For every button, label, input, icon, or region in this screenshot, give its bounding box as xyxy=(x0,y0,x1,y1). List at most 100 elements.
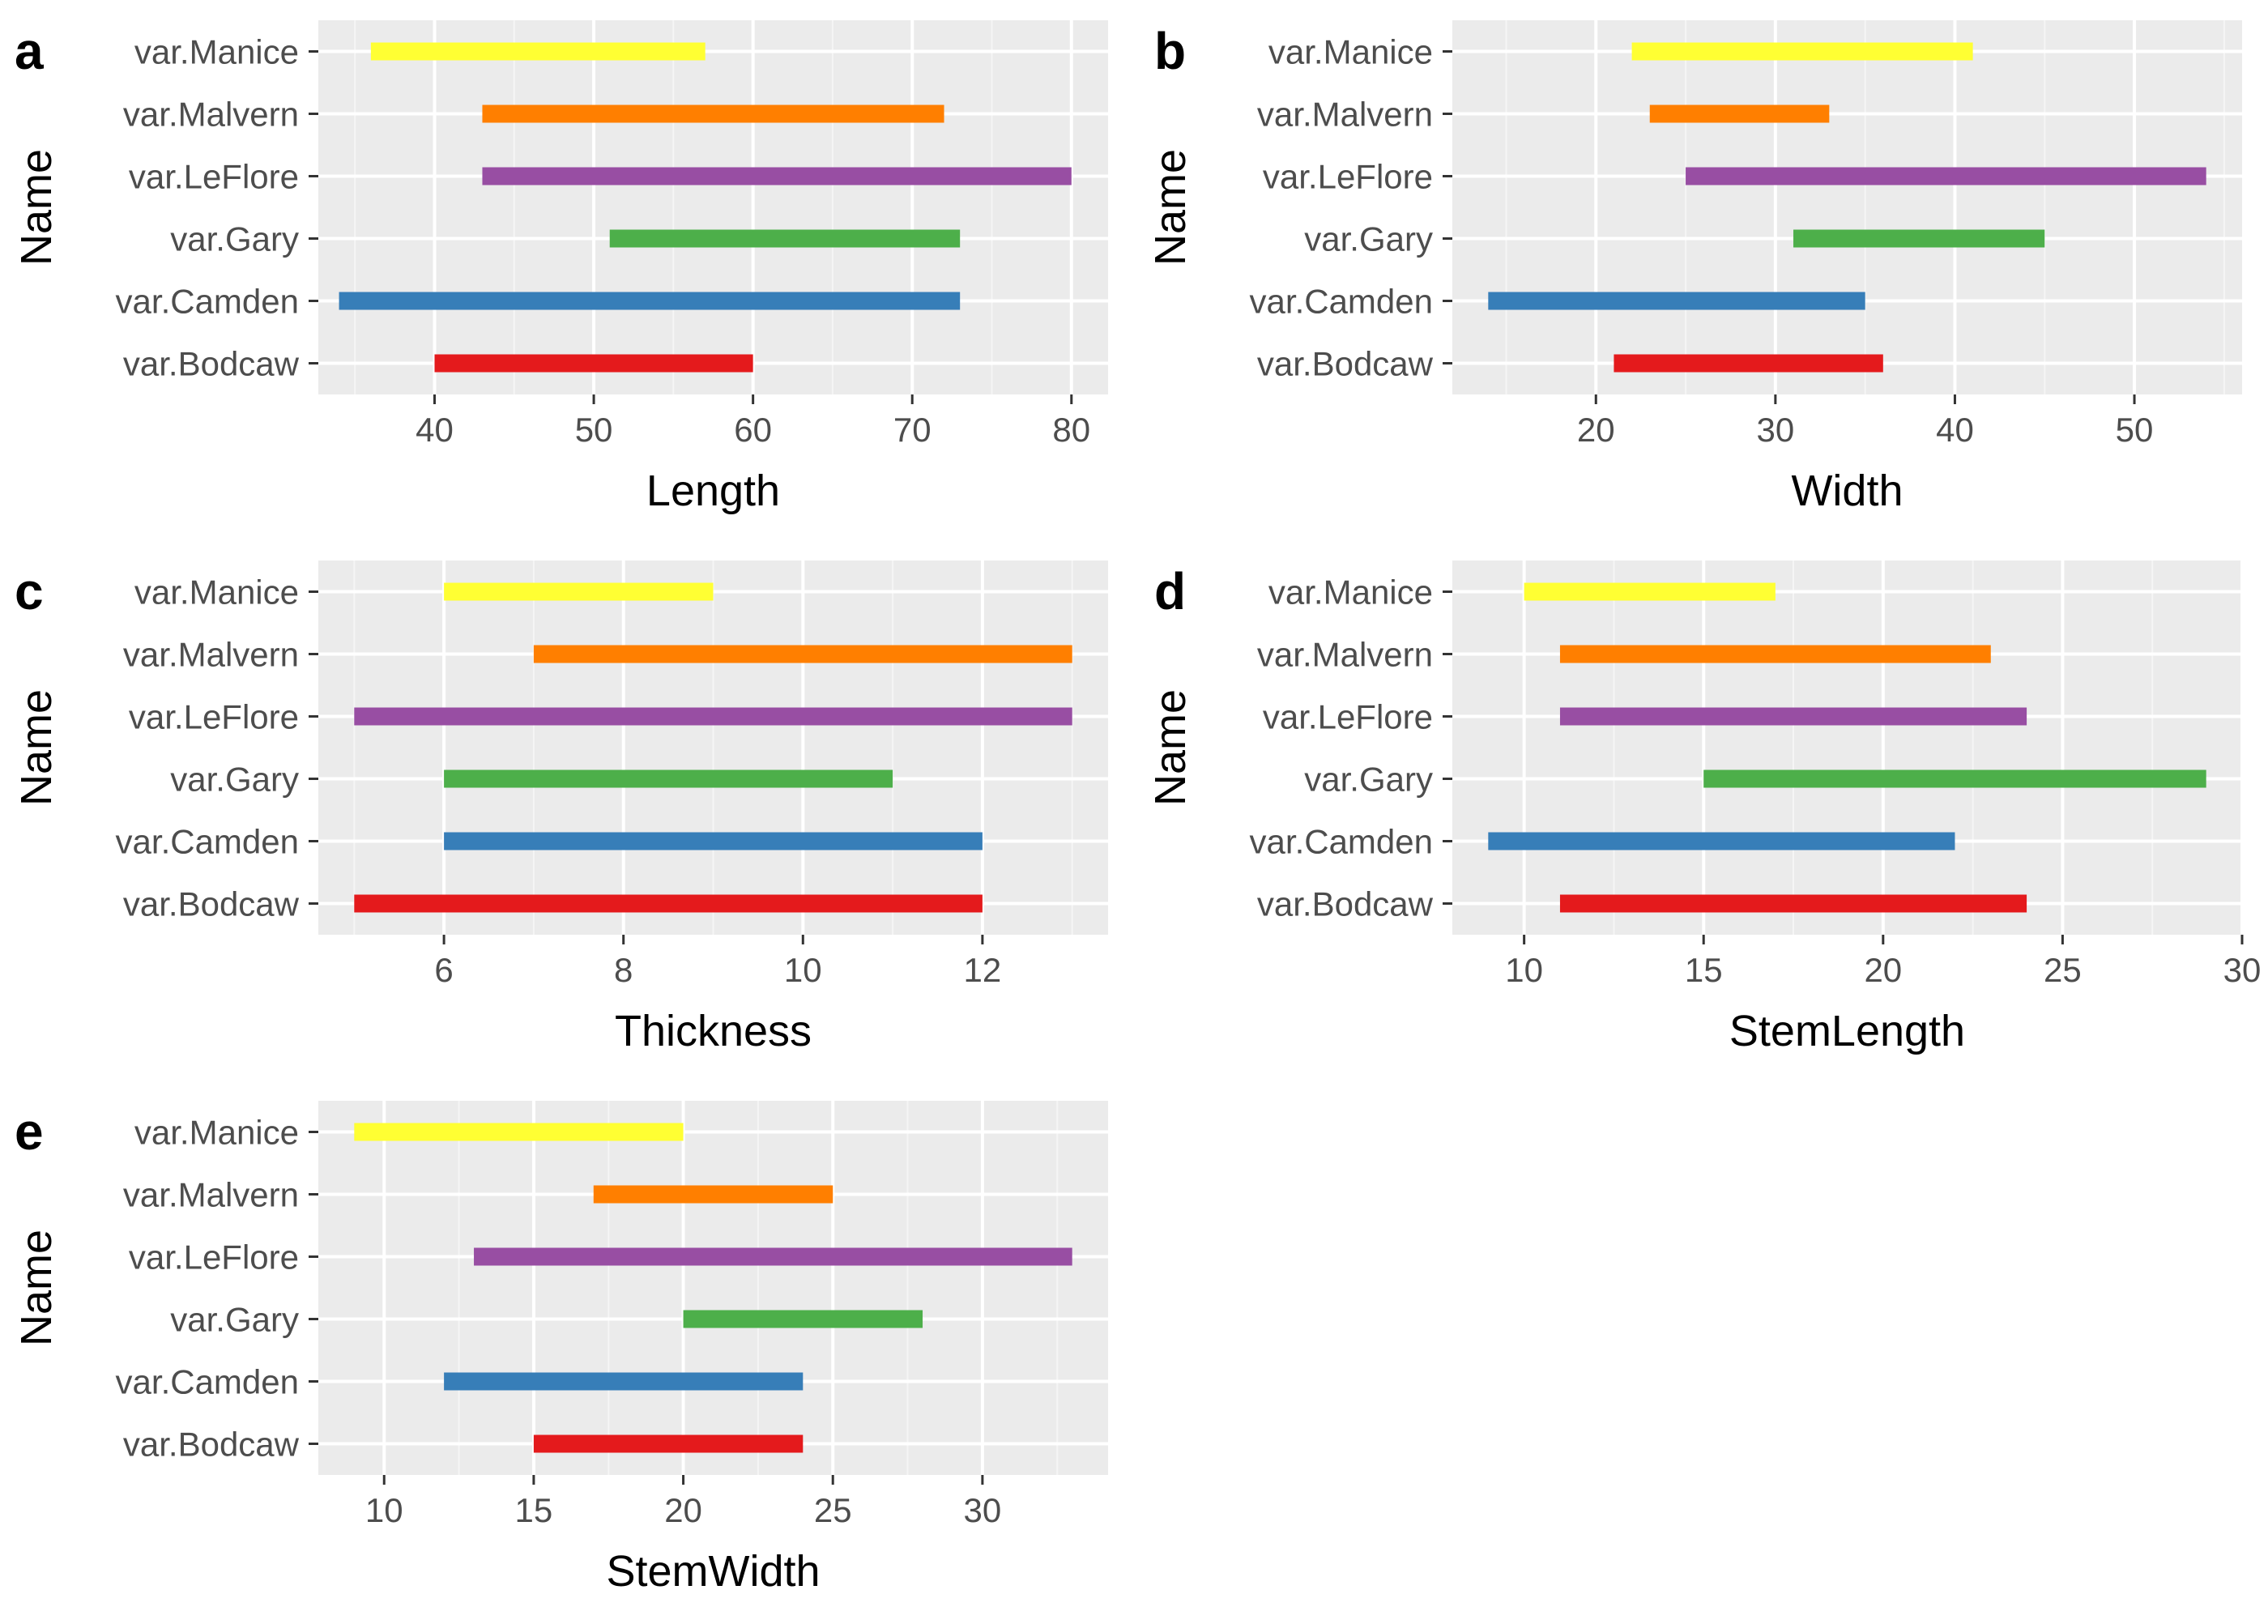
x-axis-title: Length xyxy=(646,467,780,515)
y-axis-title: Name xyxy=(12,149,61,266)
x-tick-label: 15 xyxy=(1685,951,1723,989)
panel-b: var.Manice var.Malvern var.LeFlore var.Gary… xyxy=(1146,20,2242,515)
range-bar-var-gary xyxy=(683,1310,923,1328)
x-tick-label: 40 xyxy=(416,411,454,449)
y-tick-label: var.LeFlore xyxy=(1263,698,1433,736)
y-tick-label: var.Camden xyxy=(116,283,299,321)
range-bar-var-gary xyxy=(1703,769,2206,788)
y-tick-label: var.Gary xyxy=(170,220,299,258)
y-tick-label: var.Camden xyxy=(1250,823,1433,861)
range-bar-var-leflore xyxy=(1559,707,2027,726)
range-bar-var-bodcaw xyxy=(354,894,983,913)
y-tick-label: var.Manice xyxy=(134,1114,299,1152)
plot-background xyxy=(318,20,1108,394)
range-bar-var-leflore xyxy=(1686,167,2206,185)
y-tick-label: var.Gary xyxy=(1304,220,1433,258)
y-tick-label: var.LeFlore xyxy=(1263,158,1433,196)
plot-background xyxy=(1452,20,2242,394)
y-tick-label: var.Malvern xyxy=(123,636,299,674)
x-tick-label: 6 xyxy=(434,951,453,989)
x-axis-title: Thickness xyxy=(615,1007,812,1055)
range-bar-var-leflore xyxy=(482,167,1072,185)
y-tick-label: var.Malvern xyxy=(123,96,299,134)
x-tick-label: 30 xyxy=(964,1491,1002,1529)
panel-letter: a xyxy=(15,22,44,80)
x-tick-label: 25 xyxy=(814,1491,852,1529)
y-tick-label: var.Camden xyxy=(116,1363,299,1401)
x-tick-label: 40 xyxy=(1936,411,1974,449)
range-bar-var-camden xyxy=(444,1372,804,1391)
x-tick-label: 70 xyxy=(893,411,932,449)
x-tick-label: 12 xyxy=(964,951,1002,989)
panel-d: var.Manice var.Malvern var.LeFlore var.Gary… xyxy=(1146,561,2261,1055)
y-tick-label: var.Gary xyxy=(170,1301,299,1339)
y-tick-label: var.Manice xyxy=(134,33,299,71)
x-tick-label: 10 xyxy=(365,1491,403,1529)
range-bar-var-malvern xyxy=(1559,645,1991,663)
range-bar-var-malvern xyxy=(593,1185,833,1204)
y-tick-label: var.Bodcaw xyxy=(1257,885,1434,923)
x-axis-title: StemLength xyxy=(1729,1007,1965,1055)
y-tick-label: var.LeFlore xyxy=(129,698,299,736)
x-tick-label: 10 xyxy=(784,951,822,989)
y-tick-label: var.Bodcaw xyxy=(123,885,300,923)
plot-background xyxy=(318,1101,1108,1475)
y-tick-label: var.Gary xyxy=(170,761,299,799)
range-bar-var-malvern xyxy=(482,104,944,123)
x-tick-label: 60 xyxy=(734,411,772,449)
range-bar-var-manice xyxy=(1524,582,1776,601)
x-tick-label: 50 xyxy=(575,411,613,449)
y-tick-label: var.Bodcaw xyxy=(123,345,300,383)
y-tick-label: var.LeFlore xyxy=(129,1238,299,1277)
range-bar-var-manice xyxy=(1631,42,1973,61)
range-bar-var-manice xyxy=(444,582,714,601)
range-bar-var-bodcaw xyxy=(1559,894,2027,913)
y-axis-title: Name xyxy=(12,1230,61,1346)
y-tick-label: var.Manice xyxy=(1268,573,1433,612)
panel-c: var.Manice var.Malvern var.LeFlore var.Gary… xyxy=(12,561,1108,1055)
x-tick-label: 25 xyxy=(2044,951,2082,989)
panel-letter: e xyxy=(15,1102,44,1161)
x-tick-label: 15 xyxy=(515,1491,553,1529)
panel-letter: b xyxy=(1154,22,1186,80)
y-axis-title: Name xyxy=(1146,149,1195,266)
panel-letter: c xyxy=(15,562,44,620)
x-tick-label: 8 xyxy=(614,951,633,989)
x-tick-label: 20 xyxy=(1577,411,1615,449)
x-tick-label: 30 xyxy=(2223,951,2262,989)
x-tick-label: 30 xyxy=(1757,411,1795,449)
range-bar-var-malvern xyxy=(1649,104,1830,123)
y-tick-label: var.Malvern xyxy=(123,1176,299,1214)
range-bar-var-gary xyxy=(1793,229,2045,248)
range-bar-var-malvern xyxy=(533,645,1072,663)
panel-letter: d xyxy=(1154,562,1186,620)
x-tick-label: 50 xyxy=(2116,411,2154,449)
y-tick-label: var.Manice xyxy=(134,573,299,612)
range-bar-var-manice xyxy=(354,1123,684,1141)
range-bar-var-leflore xyxy=(354,707,1072,726)
range-bar-var-bodcaw xyxy=(1614,354,1883,373)
y-tick-label: var.Camden xyxy=(1250,283,1433,321)
y-tick-label: var.LeFlore xyxy=(129,158,299,196)
x-tick-label: 20 xyxy=(664,1491,702,1529)
range-bar-var-gary xyxy=(609,229,961,248)
range-bar-var-gary xyxy=(444,769,893,788)
plot-background xyxy=(1452,561,2242,935)
panel-e: var.Manice var.Malvern var.LeFlore var.Gary… xyxy=(12,1101,1108,1596)
y-tick-label: var.Manice xyxy=(1268,33,1433,71)
y-tick-label: var.Malvern xyxy=(1257,96,1433,134)
range-bar-var-camden xyxy=(1488,832,1955,850)
x-tick-label: 20 xyxy=(1864,951,1902,989)
y-tick-label: var.Bodcaw xyxy=(1257,345,1434,383)
x-axis-title: StemWidth xyxy=(606,1547,820,1596)
x-tick-label: 80 xyxy=(1052,411,1090,449)
x-tick-label: 10 xyxy=(1505,951,1543,989)
range-bar-var-camden xyxy=(339,292,961,310)
y-tick-label: var.Gary xyxy=(1304,761,1433,799)
panel-a: var.Manice var.Malvern var.LeFlore var.Gary… xyxy=(12,20,1108,515)
range-bar-var-bodcaw xyxy=(434,354,753,373)
range-bar-var-leflore xyxy=(474,1247,1072,1266)
range-bar-var-manice xyxy=(370,42,706,61)
